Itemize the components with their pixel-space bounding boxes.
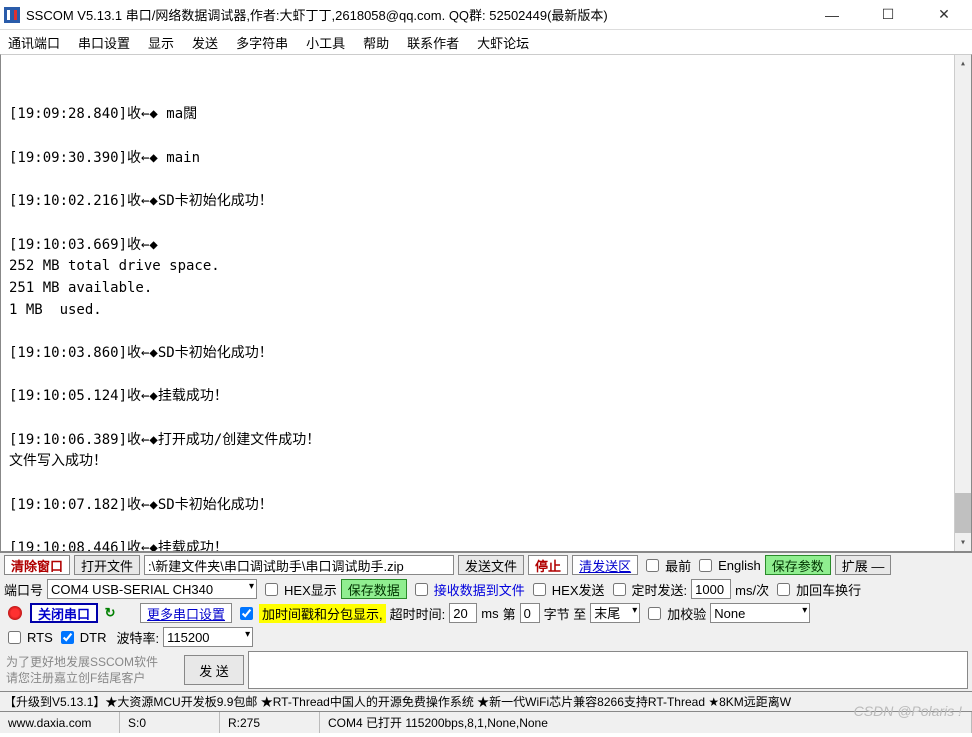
timed-send-label: 定时发送: — [632, 580, 688, 599]
add-crlf-checkbox[interactable] — [777, 583, 790, 596]
file-path-input[interactable] — [144, 555, 454, 575]
maximize-button[interactable]: ☐ — [874, 5, 902, 25]
check-type-select[interactable]: None — [710, 603, 810, 623]
timestamp-checkbox[interactable] — [240, 607, 253, 620]
ms-label: ms — [481, 606, 498, 621]
clear-window-button[interactable]: 清除窗口 — [4, 555, 70, 575]
titlebar: SSCOM V5.13.1 串口/网络数据调试器,作者:大虾丁丁,2618058… — [0, 0, 972, 30]
dtr-checkbox[interactable] — [61, 631, 74, 644]
minimize-button[interactable]: — — [818, 5, 846, 25]
app-icon — [4, 7, 20, 23]
byte-to-label: 字节 至 — [544, 604, 587, 623]
control-panel: 清除窗口 打开文件 发送文件 停止 清发送区 最前 English 保存参数 扩… — [0, 552, 972, 691]
menu-item[interactable]: 小工具 — [306, 33, 345, 52]
scroll-up-icon[interactable]: ▴ — [955, 55, 971, 72]
recv-to-file-label: 接收数据到文件 — [434, 580, 525, 599]
timeout-label: 超时时间: — [390, 604, 446, 623]
add-crlf-label: 加回车换行 — [796, 580, 861, 599]
add-check-checkbox[interactable] — [648, 607, 661, 620]
end-select[interactable]: 末尾 — [590, 603, 640, 623]
save-data-button[interactable]: 保存数据 — [341, 579, 407, 599]
scrollbar[interactable]: ▴ ▾ — [954, 55, 971, 551]
refresh-icon[interactable]: ↻ — [102, 605, 118, 621]
clear-send-button[interactable]: 清发送区 — [572, 555, 638, 575]
open-file-button[interactable]: 打开文件 — [74, 555, 140, 575]
status-url[interactable]: www.daxia.com — [0, 712, 120, 733]
scroll-down-icon[interactable]: ▾ — [955, 534, 971, 551]
menubar: 通讯端口串口设置显示发送多字符串小工具帮助联系作者大虾论坛 — [0, 30, 972, 54]
baud-label: 波特率: — [116, 628, 159, 647]
close-port-button[interactable]: 关闭串口 — [30, 603, 98, 623]
nth-label: 第 — [503, 604, 516, 623]
more-settings-button[interactable]: 更多串口设置 — [140, 603, 232, 623]
send-button[interactable]: 发 送 — [184, 655, 244, 685]
menu-item[interactable]: 串口设置 — [78, 33, 130, 52]
timeout-input[interactable] — [449, 603, 477, 623]
footer-links[interactable]: 【升级到V5.13.1】★大资源MCU开发板9.9包邮 ★RT-Thread中国… — [0, 691, 972, 711]
send-file-button[interactable]: 发送文件 — [458, 555, 524, 575]
interval-input[interactable] — [691, 579, 731, 599]
hex-send-checkbox[interactable] — [533, 583, 546, 596]
record-icon — [8, 606, 22, 620]
timed-send-checkbox[interactable] — [613, 583, 626, 596]
nth-input[interactable] — [520, 603, 540, 623]
menu-item[interactable]: 大虾论坛 — [477, 33, 529, 52]
menu-item[interactable]: 显示 — [148, 33, 174, 52]
port-select[interactable]: COM4 USB-SERIAL CH340 — [47, 579, 257, 599]
statusbar: www.daxia.com S:0 R:275 COM4 已打开 115200b… — [0, 711, 972, 733]
stop-button[interactable]: 停止 — [528, 555, 568, 575]
hint-text: 为了更好地发展SSCOM软件 请您注册嘉立创F结尾客户 — [0, 649, 180, 691]
status-recv: R:275 — [220, 712, 320, 733]
top-label: 最前 — [665, 556, 691, 575]
interval-unit: ms/次 — [735, 580, 769, 599]
english-checkbox[interactable] — [699, 559, 712, 572]
menu-item[interactable]: 通讯端口 — [8, 33, 60, 52]
window-title: SSCOM V5.13.1 串口/网络数据调试器,作者:大虾丁丁,2618058… — [26, 5, 818, 24]
hex-send-label: HEX发送 — [552, 580, 605, 599]
expand-button[interactable]: 扩展 — — [835, 555, 892, 575]
status-sent: S:0 — [120, 712, 220, 733]
hex-show-label: HEX显示 — [284, 580, 337, 599]
always-on-top-checkbox[interactable] — [646, 559, 659, 572]
baud-select[interactable]: 115200 — [163, 627, 253, 647]
menu-item[interactable]: 多字符串 — [236, 33, 288, 52]
menu-item[interactable]: 发送 — [192, 33, 218, 52]
scroll-thumb[interactable] — [955, 493, 971, 533]
terminal-output: [19:09:28.840]收←◆ ma闊 [19:09:30.390]收←◆ … — [0, 54, 972, 552]
dtr-label: DTR — [80, 630, 107, 645]
save-params-button[interactable]: 保存参数 — [765, 555, 831, 575]
timestamp-label: 加时间戳和分包显示, — [259, 604, 386, 623]
status-port-info: COM4 已打开 115200bps,8,1,None,None — [320, 712, 972, 733]
menu-item[interactable]: 联系作者 — [407, 33, 459, 52]
port-label: 端口号 — [4, 580, 43, 599]
menu-item[interactable]: 帮助 — [363, 33, 389, 52]
rts-checkbox[interactable] — [8, 631, 21, 644]
recv-to-file-checkbox[interactable] — [415, 583, 428, 596]
send-textarea[interactable] — [248, 651, 968, 689]
hex-show-checkbox[interactable] — [265, 583, 278, 596]
close-button[interactable]: ✕ — [930, 5, 958, 25]
rts-label: RTS — [27, 630, 53, 645]
english-label: English — [718, 558, 761, 573]
add-check-label: 加校验 — [667, 604, 706, 623]
